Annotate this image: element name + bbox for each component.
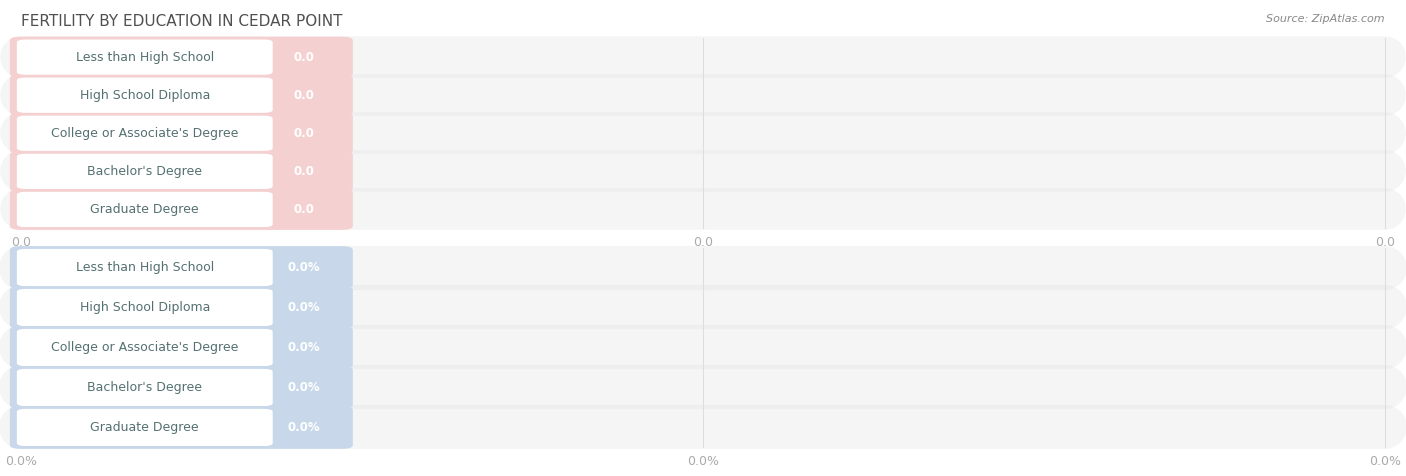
FancyBboxPatch shape xyxy=(10,286,353,329)
Text: FERTILITY BY EDUCATION IN CEDAR POINT: FERTILITY BY EDUCATION IN CEDAR POINT xyxy=(21,14,343,30)
Text: High School Diploma: High School Diploma xyxy=(80,89,209,102)
Text: 0.0: 0.0 xyxy=(11,236,31,248)
Text: 0.0: 0.0 xyxy=(294,127,314,140)
Text: 0.0: 0.0 xyxy=(693,236,713,248)
Text: 0.0%: 0.0% xyxy=(287,301,321,314)
Text: Bachelor's Degree: Bachelor's Degree xyxy=(87,165,202,178)
Text: Source: ZipAtlas.com: Source: ZipAtlas.com xyxy=(1267,14,1385,24)
Text: 0.0: 0.0 xyxy=(294,50,314,64)
FancyBboxPatch shape xyxy=(17,329,273,366)
FancyBboxPatch shape xyxy=(17,289,273,326)
FancyBboxPatch shape xyxy=(10,75,353,116)
Text: Graduate Degree: Graduate Degree xyxy=(90,421,200,434)
FancyBboxPatch shape xyxy=(10,113,353,154)
FancyBboxPatch shape xyxy=(10,366,353,409)
Text: 0.0%: 0.0% xyxy=(287,421,321,434)
FancyBboxPatch shape xyxy=(10,406,353,449)
FancyBboxPatch shape xyxy=(17,116,273,151)
Text: 0.0: 0.0 xyxy=(1375,236,1395,248)
FancyBboxPatch shape xyxy=(17,154,273,189)
FancyBboxPatch shape xyxy=(17,369,273,406)
FancyBboxPatch shape xyxy=(17,192,273,227)
Text: Bachelor's Degree: Bachelor's Degree xyxy=(87,381,202,394)
Text: High School Diploma: High School Diploma xyxy=(80,301,209,314)
Text: 0.0%: 0.0% xyxy=(6,455,37,467)
Text: 0.0%: 0.0% xyxy=(1369,455,1400,467)
Text: Graduate Degree: Graduate Degree xyxy=(90,203,200,216)
FancyBboxPatch shape xyxy=(10,246,353,289)
Text: Less than High School: Less than High School xyxy=(76,261,214,274)
FancyBboxPatch shape xyxy=(17,409,273,446)
Text: 0.0: 0.0 xyxy=(294,165,314,178)
Text: 0.0%: 0.0% xyxy=(688,455,718,467)
Text: 0.0: 0.0 xyxy=(294,89,314,102)
Text: Less than High School: Less than High School xyxy=(76,50,214,64)
Text: 0.0%: 0.0% xyxy=(287,381,321,394)
FancyBboxPatch shape xyxy=(17,40,273,75)
FancyBboxPatch shape xyxy=(17,249,273,286)
FancyBboxPatch shape xyxy=(10,189,353,230)
FancyBboxPatch shape xyxy=(17,78,273,113)
Text: College or Associate's Degree: College or Associate's Degree xyxy=(51,341,239,354)
Text: 0.0%: 0.0% xyxy=(287,261,321,274)
FancyBboxPatch shape xyxy=(10,326,353,369)
Text: 0.0: 0.0 xyxy=(294,203,314,216)
FancyBboxPatch shape xyxy=(10,151,353,192)
FancyBboxPatch shape xyxy=(10,37,353,78)
Text: College or Associate's Degree: College or Associate's Degree xyxy=(51,127,239,140)
Text: 0.0%: 0.0% xyxy=(287,341,321,354)
